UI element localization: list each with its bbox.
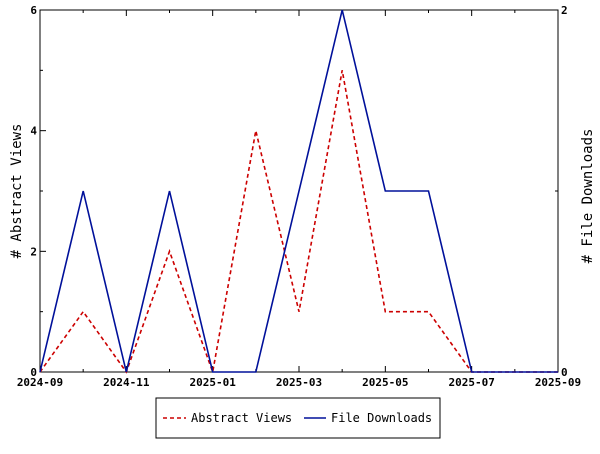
x-tick-label: 2025-09 bbox=[535, 376, 581, 389]
series-line-file-downloads bbox=[39, 9, 558, 373]
x-tick-label: 2024-11 bbox=[103, 376, 150, 389]
x-tick-label: 2024-09 bbox=[17, 376, 63, 389]
series-lines bbox=[39, 9, 558, 376]
y-tick-label-left: 6 bbox=[30, 4, 37, 17]
y-tick-label-left: 2 bbox=[30, 245, 37, 258]
x-tick-label: 2025-07 bbox=[448, 376, 494, 389]
y-axis-title-left: # Abstract Views bbox=[9, 124, 25, 259]
series-line-abstract-views bbox=[39, 70, 558, 376]
legend-label-file-downloads: File Downloads bbox=[331, 411, 432, 425]
y-tick-label-left: 0 bbox=[30, 366, 37, 379]
x-tick-label: 2025-03 bbox=[276, 376, 322, 389]
legend: Abstract Views File Downloads bbox=[155, 397, 441, 439]
y-tick-label-right: 2 bbox=[561, 4, 568, 17]
legend-box bbox=[155, 397, 441, 439]
legend-label-abstract-views: Abstract Views bbox=[191, 411, 292, 425]
y-axis-title-right: # File Downloads bbox=[580, 129, 596, 264]
x-tick-label: 2025-05 bbox=[362, 376, 408, 389]
x-tick-label: 2025-01 bbox=[189, 376, 236, 389]
y-tick-label-left: 4 bbox=[30, 125, 37, 138]
axis-ticks: 2024-09 2024-11 2025-01 2025-03 2025-05 2025-… bbox=[17, 4, 581, 389]
y-tick-label-right: 0 bbox=[561, 366, 568, 379]
